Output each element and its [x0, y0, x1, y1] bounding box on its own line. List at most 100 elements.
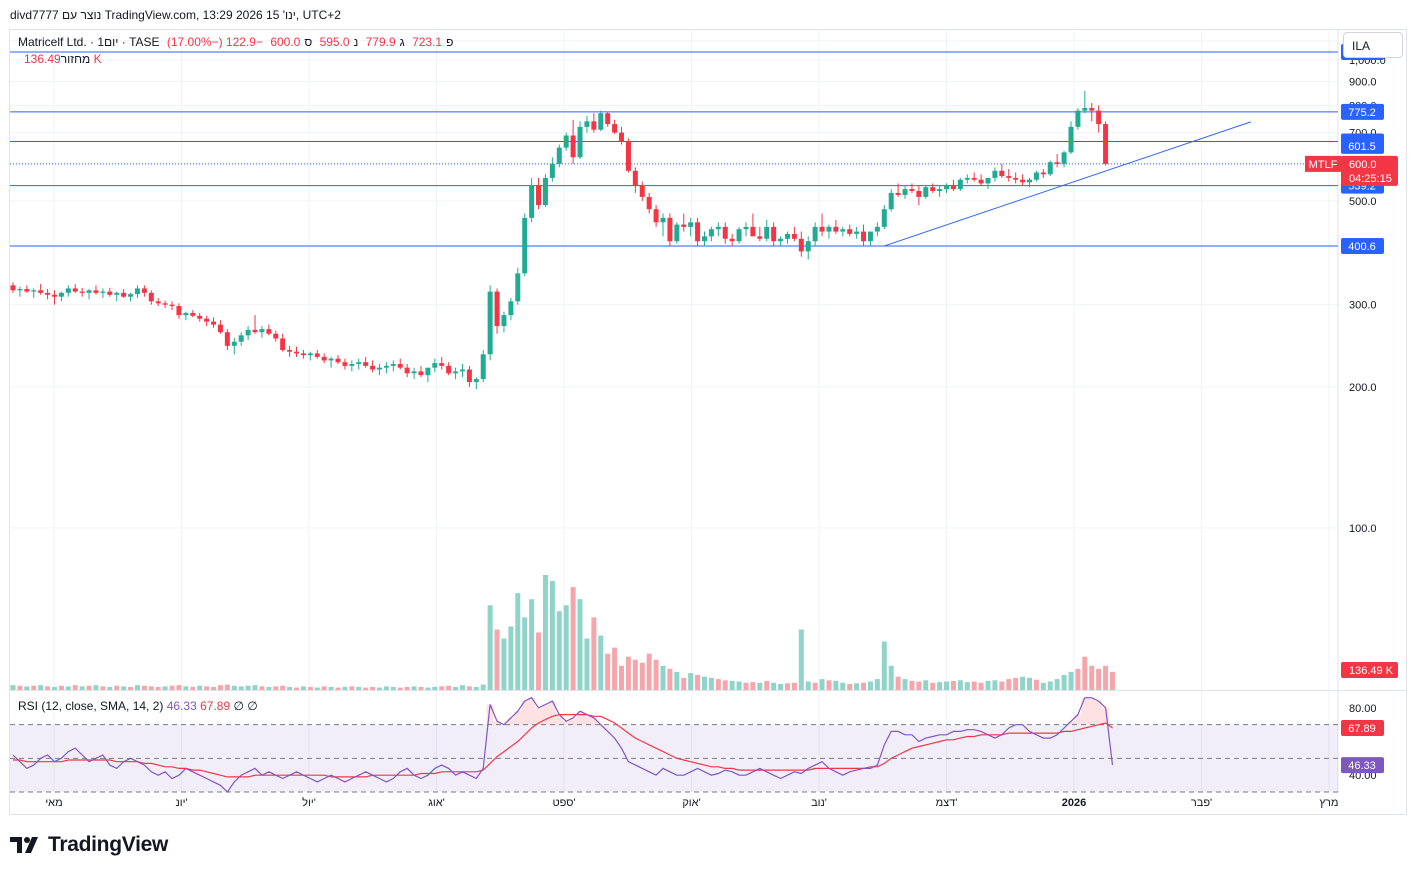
volume-bar: [93, 685, 99, 690]
volume-bar: [321, 686, 327, 690]
y-tick-label: 300.0: [1349, 300, 1377, 312]
volume-bar: [743, 682, 749, 690]
candle-body: [708, 229, 714, 237]
volume-bar: [390, 686, 396, 690]
candle-body: [342, 362, 348, 366]
volume-bar: [854, 683, 860, 690]
volume-bar: [328, 686, 334, 690]
candle-body: [273, 333, 279, 339]
candle-body: [93, 290, 99, 293]
hline-price-tag: [1341, 237, 1384, 254]
candle-body: [1006, 176, 1012, 178]
candle-body: [24, 289, 30, 292]
volume-bar: [432, 686, 438, 690]
candle-body: [121, 292, 127, 297]
volume-bar: [280, 685, 286, 690]
rsi-band: [10, 724, 1338, 792]
candle-body: [204, 318, 210, 322]
candle-body: [31, 290, 37, 292]
volume-bar: [764, 680, 770, 690]
volume-bar: [72, 685, 78, 690]
candle-body: [577, 126, 583, 158]
volume-bar: [563, 605, 569, 690]
candle-body: [10, 285, 16, 291]
rsi-sma-tag-label: 67.89: [1348, 723, 1376, 735]
volume-bar: [577, 599, 583, 690]
tradingview-logo[interactable]: TradingView: [10, 833, 168, 857]
volume-bar: [715, 679, 721, 690]
candle-body: [1075, 110, 1081, 127]
volume-bar: [300, 686, 306, 690]
volume-bar: [736, 681, 742, 690]
candle-body: [791, 233, 797, 239]
volume-bar: [376, 687, 382, 690]
volume-bar: [238, 686, 244, 690]
candle-body: [1013, 177, 1019, 180]
candle-body: [155, 301, 161, 304]
candle-body: [999, 170, 1005, 177]
volume-bar: [937, 682, 943, 690]
x-tick-label: ספט': [552, 797, 575, 809]
rsi-value: 46.33: [166, 699, 197, 713]
candle-body: [764, 226, 770, 239]
candle-body: [909, 189, 915, 192]
low-value: 595.0: [319, 35, 350, 49]
volume-bar: [791, 682, 797, 690]
volume-bar: [1061, 674, 1067, 690]
volume-bar: [411, 686, 417, 690]
volume-bar: [874, 679, 880, 690]
candle-body: [937, 189, 943, 192]
candle-body: [529, 185, 535, 218]
candle-body: [1020, 179, 1026, 183]
candle-body: [819, 226, 825, 232]
candle-body: [404, 367, 410, 374]
volume-bar: [1040, 682, 1046, 690]
candle-body: [536, 185, 542, 206]
candle-body: [812, 226, 818, 242]
candle-body: [854, 231, 860, 234]
candle-body: [425, 367, 431, 376]
candle-body: [197, 315, 203, 319]
candles: [10, 90, 1109, 390]
volume-bar: [38, 685, 44, 690]
volume-bar: [598, 635, 604, 690]
candle-body: [1027, 179, 1033, 183]
chart-frame[interactable]: [9, 29, 1407, 815]
volume-bar: [342, 686, 348, 690]
volume-bar: [79, 686, 85, 690]
candle-body: [446, 365, 452, 374]
volume-bar: [466, 686, 472, 690]
x-tick-label: מרץ: [1320, 797, 1339, 809]
candle-body: [632, 170, 638, 186]
x-tick-label: 2026: [1062, 797, 1086, 809]
y-tick-label: 100.0: [1349, 523, 1377, 535]
candle-body: [549, 163, 555, 178]
candle-body: [591, 121, 597, 130]
volume-bar: [971, 681, 977, 690]
candle-body: [224, 332, 230, 346]
candle-body: [231, 341, 237, 346]
rsi-overbought-fill: [486, 697, 1110, 725]
volume-bar: [999, 681, 1005, 690]
open-label: פ: [446, 35, 454, 49]
open-value: 723.1: [412, 35, 443, 49]
volume-bar: [840, 682, 846, 690]
x-tick-label: נוב': [811, 797, 827, 809]
candle-body: [660, 217, 666, 223]
candle-body: [957, 179, 963, 190]
candle-body: [335, 358, 341, 363]
volume-bar: [1089, 665, 1095, 690]
candle-body: [211, 321, 217, 325]
volume-bar: [992, 680, 998, 690]
horizontal-lines: [10, 51, 1338, 247]
volume-bar: [729, 680, 735, 690]
currency-button[interactable]: ILA: [1343, 32, 1403, 58]
candle-body: [840, 229, 846, 232]
candle-body: [245, 329, 251, 336]
hline-price-label: 400.6: [1348, 241, 1376, 253]
volume-bar: [861, 682, 867, 690]
tradingview-logo-icon: [10, 837, 38, 853]
candle-body: [861, 231, 867, 242]
trendline-group: [884, 121, 1251, 247]
